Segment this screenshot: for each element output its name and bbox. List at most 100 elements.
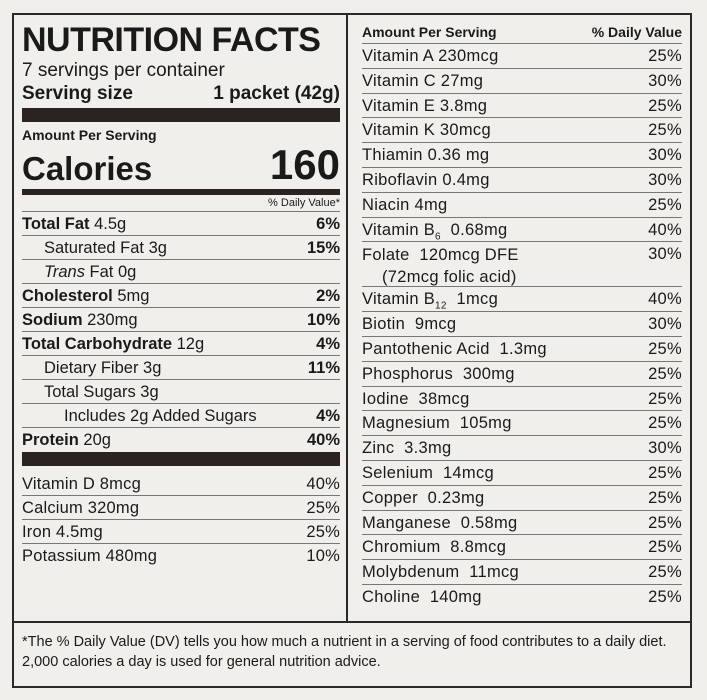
nutrient-name: Total Fat	[22, 215, 90, 233]
vitamin-row: Vitamin B6 0.68mg 40%	[362, 218, 682, 243]
vitamin-row: Magnesium 105mg 25%	[362, 411, 682, 437]
nutrient-row: Total Sugars 3g	[22, 380, 340, 404]
vitamin-amount: 1mcg	[446, 290, 499, 309]
nutrient-amount: 230mg	[82, 311, 138, 329]
calories-label: Calories	[22, 150, 153, 187]
vitamin-text: Pantothenic Acid 1.3mg	[362, 339, 547, 358]
vitamin-row: Folate 120mcg DFE (72mcg folic acid) 30%	[362, 242, 682, 288]
servings-per-container: 7 servings per container	[22, 60, 225, 81]
nutrient-row: Sodium 230mg 10%	[22, 308, 340, 332]
nutrient-name: Total Carbohydrate	[22, 335, 173, 353]
serving-size-value: 1 packet (42g)	[213, 83, 340, 104]
vitamin-row: Calcium 320mg 25%	[22, 496, 340, 520]
vitamin-dv: 10%	[306, 547, 340, 565]
vitamin-dv: 25%	[648, 339, 682, 358]
medium-rule	[22, 189, 340, 195]
nutrient-row: Total Carbohydrate 12g 4%	[22, 332, 340, 356]
vitamin-text: Selenium 14mcg	[362, 463, 494, 482]
vitamin-dv: 30%	[648, 245, 682, 264]
nutrient-row: Dietary Fiber 3g 11%	[22, 356, 340, 380]
nutrient-row: Total Fat 4.5g 6%	[22, 212, 340, 236]
vitamin-text: Magnesium 105mg	[362, 414, 512, 433]
vitamin-text: Iodine 38mcg	[362, 389, 470, 408]
vitamin-text: Iron 4.5mg	[22, 523, 103, 541]
vitamin-dv: 25%	[306, 523, 340, 541]
nutrient-amount: 3g	[135, 383, 159, 401]
nutrient-dv: 40%	[306, 431, 340, 449]
nutrient-dv: 10%	[306, 311, 340, 329]
vitamin-row: Vitamin E 3.8mg 25%	[362, 94, 682, 119]
serving-size-label: Serving size	[22, 83, 133, 104]
vitamin-row: Chromium 8.8mcg 25%	[362, 535, 682, 561]
nutrient-name: Dietary Fiber	[44, 359, 139, 377]
vitamin-dv: 30%	[648, 170, 682, 189]
left-column: NUTRITION FACTS 7 servings per container…	[22, 20, 340, 568]
nutrient-row: Includes 2g Added Sugars 4%	[22, 404, 340, 428]
vitamin-row: Selenium 14mcg 25%	[362, 461, 682, 486]
serving-size: Serving size 1 packet (42g)	[22, 82, 340, 106]
vitamin-text: Vitamin B6 0.68mg	[362, 218, 508, 242]
vitamin-dv: 40%	[648, 220, 682, 239]
vitamin-name: Vitamin B	[362, 290, 436, 309]
vitamin-text: Riboflavin 0.4mg	[362, 170, 490, 189]
vitamin-text: Vitamin B12 1mcg	[362, 287, 498, 311]
right-column-header: Amount Per Serving % Daily Value	[362, 20, 682, 44]
right-header-dv: % Daily Value	[591, 24, 682, 40]
footnote-divider	[12, 621, 692, 623]
vitamin-text: Vitamin A 230mcg	[362, 47, 499, 65]
nutrient-amount: 5mg	[112, 287, 150, 305]
vitamin-row: Vitamin A 230mcg 25%	[362, 44, 682, 69]
vitamin-dv: 25%	[648, 488, 682, 507]
vitamin-dv: 30%	[648, 146, 682, 165]
vitamin-row: Vitamin C 27mg 30%	[362, 69, 682, 94]
vitamin-amount: 0.68mg	[440, 220, 508, 239]
calories-value: 160	[269, 141, 340, 188]
label-title: NUTRITION FACTS	[22, 21, 321, 59]
nutrient-dv: 6%	[316, 215, 340, 233]
vitamin-row: Phosphorus 300mg 25%	[362, 362, 682, 387]
vitamin-row: Biotin 9mcg 30%	[362, 312, 682, 337]
nutrition-label-frame	[12, 13, 692, 688]
nutrient-dv: 15%	[306, 239, 340, 257]
nutrient-name: Total Sugars	[44, 383, 136, 401]
vitamin-dv: 25%	[648, 463, 682, 482]
vitamin-dv: 25%	[648, 121, 682, 140]
nutrient-amount: 3g	[143, 239, 167, 257]
nutrient-name: Sodium	[22, 311, 83, 329]
vitamin-text: Copper 0.23mg	[362, 488, 485, 507]
calories-row: Calories 160	[22, 143, 340, 187]
vitamin-dv: 30%	[648, 71, 682, 90]
vitamin-dv: 30%	[648, 439, 682, 458]
vitamin-row: Thiamin 0.36 mg 30%	[362, 143, 682, 168]
vitamin-text: Vitamin E 3.8mg	[362, 96, 488, 115]
vitamin-text: Niacin 4mg	[362, 195, 448, 214]
vitamin-dv: 25%	[648, 364, 682, 383]
vitamin-row: Choline 140mg 25%	[362, 585, 682, 610]
nutrient-name: Protein	[22, 431, 79, 449]
nutrient-name: Cholesterol	[22, 287, 113, 305]
vitamin-text: Choline 140mg	[362, 587, 482, 606]
nutrient-amount: Fat 0g	[84, 263, 137, 281]
vitamin-dv: 25%	[648, 47, 682, 65]
vitamin-text: Manganese 0.58mg	[362, 513, 518, 532]
vitamin-text: Vitamin C 27mg	[362, 71, 484, 90]
vitamin-row: Zinc 3.3mg 30%	[362, 436, 682, 461]
vitamin-dv: 25%	[648, 513, 682, 532]
vitamin-text: Thiamin 0.36 mg	[362, 146, 490, 165]
vitamin-text: Zinc 3.3mg	[362, 439, 452, 458]
nutrient-dv: 2%	[316, 287, 340, 305]
vitamin-dv: 25%	[306, 499, 340, 517]
vitamin-dv: 25%	[648, 563, 682, 582]
vitamin-name: Vitamin B	[362, 220, 436, 239]
daily-value-header: % Daily Value*	[22, 195, 340, 212]
nutrient-dv: 4%	[316, 407, 340, 425]
nutrient-row: Protein 20g 40%	[22, 428, 340, 452]
vitamin-row: Vitamin K 30mcg 25%	[362, 118, 682, 144]
nutrient-name: Saturated Fat	[44, 239, 144, 257]
daily-value-footnote: *The % Daily Value (DV) tells you how mu…	[22, 634, 667, 670]
vitamin-dv: 25%	[648, 195, 682, 214]
nutrient-amount: 12g	[172, 335, 205, 353]
vitamin-row: Pantothenic Acid 1.3mg 25%	[362, 337, 682, 362]
vitamin-dv: 25%	[648, 538, 682, 557]
vitamin-text: Molybdenum 11mcg	[362, 563, 520, 582]
